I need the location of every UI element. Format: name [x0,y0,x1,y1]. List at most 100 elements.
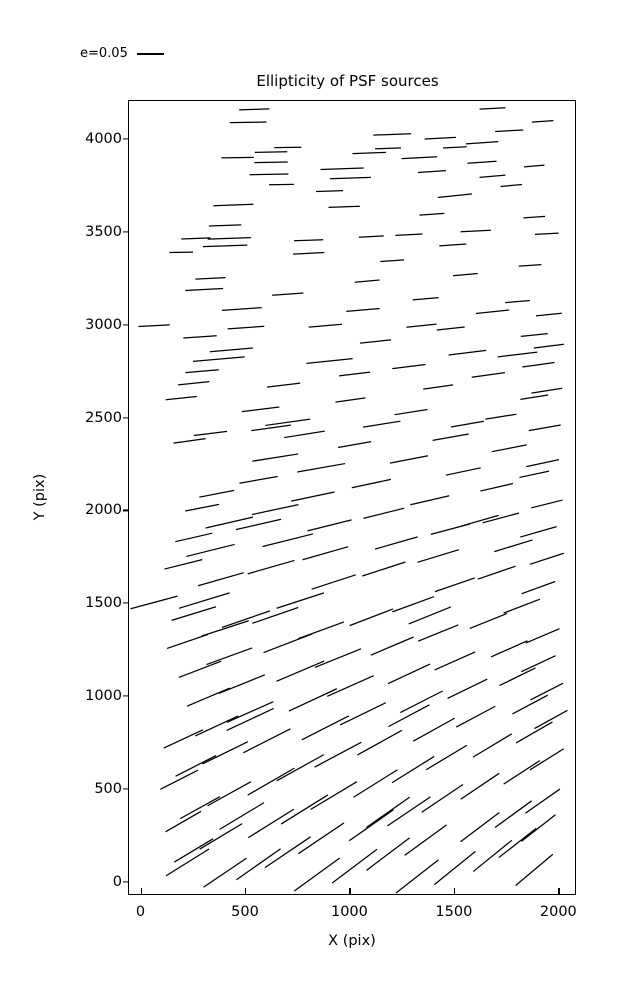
whisker-segment [366,837,410,871]
whisker-segment [206,647,253,666]
whisker-segment [530,499,563,509]
whisker-segment [461,514,499,527]
whisker-segment [380,259,405,263]
whisker-segment [515,853,554,886]
whisker-segment [475,309,510,315]
whisker-segment [359,339,392,344]
x-tick-label: 2000 [539,904,577,920]
whisker-segment [348,809,394,842]
whisker-segment [229,121,267,124]
whisker-segment [389,455,429,464]
whisker-segment [351,478,391,489]
whisker-segment [439,243,467,247]
whisker-segment [197,572,244,587]
whisker-segment [276,592,325,609]
whisker-segment [395,233,423,237]
whisker-segment [339,702,387,726]
whisker-segment [241,406,280,413]
x-tick-mark [558,888,560,894]
whisker-segment [227,325,265,330]
whisker-segment [520,332,548,338]
whisker-segment [469,612,508,630]
whisker-segment [314,741,362,768]
whisker-segment [447,678,488,700]
whisker-segment [194,715,239,737]
whisker-segment [199,823,243,850]
whisker-segment [465,141,499,145]
whisker-segment [471,371,505,378]
whisker-segment [294,239,324,242]
y-tick-label: 3500 [85,223,122,240]
y-tick-label: 1500 [85,595,122,612]
whisker-segment [392,363,426,370]
whisker-segment [239,108,270,111]
whisker-segment [186,543,235,558]
whisker-segment [417,624,459,642]
whisker-segment [520,394,549,401]
x-axis-ticks: 0 500 1000 1500 2000 [128,888,577,935]
whisker-segment [404,824,447,856]
whisker-segment [349,608,394,627]
whisker-segment [374,536,418,550]
whisker-segment [276,660,325,682]
whisker-segment [252,606,299,624]
whisker-segment [208,224,242,227]
whisker-segment [306,357,353,365]
whisker-segment [310,781,358,811]
whisker-segment [533,343,564,349]
whisker-segment [424,136,456,140]
whisker-segment [338,371,371,377]
whisker-segment [370,636,414,656]
y-tick-label: 3000 [85,316,122,333]
whisker-segment [219,802,265,830]
whisker-segment [173,437,206,444]
whisker-segment [528,424,561,432]
whisker-segment [171,606,217,621]
whisker-segment [280,794,329,825]
whisker-segment [185,287,224,292]
whisker-segment [203,857,247,888]
whisker-segment [467,160,497,164]
whisker-segment [450,420,485,428]
whisker-segment [195,276,226,280]
whisker-segment [460,229,491,233]
whisker-segment [265,418,311,427]
whisker-segment [531,120,554,123]
whisker-segment [387,796,431,827]
whisker-segment [455,705,496,728]
whisker-segment [266,382,301,388]
whisker-segment [362,561,406,577]
y-tick-mark [123,138,129,140]
whisker-segment [363,507,405,519]
y-tick-mark [123,602,129,604]
whisker-segment [497,351,538,358]
whisker-segment [477,565,516,580]
x-tick-mark [453,888,456,894]
whisker-segment [185,369,219,374]
whisker-segment [205,516,254,529]
whisker-segment [247,559,295,575]
whisker-segment [213,203,254,207]
whisker-segment [179,796,221,820]
whisker-segment [226,701,274,723]
whisker-segment [221,306,262,312]
whisker-segment [243,728,291,754]
whisker-segment [236,848,281,881]
y-tick-mark [123,695,129,697]
whisker-segment [276,754,325,782]
whisker-segment [251,424,291,432]
whisker-segment [199,489,235,498]
whisker-segment [394,408,428,416]
whisker-segment [525,628,560,644]
whisker-segment [192,356,245,363]
whisker-segment [239,475,278,484]
whisker-segment [160,769,199,790]
whisker-segment [320,167,364,171]
whisker-segment [353,769,398,798]
whisker-segment [442,146,467,149]
whisker-segment [490,640,528,658]
whisker-segment [499,667,536,687]
whisker-segment [521,814,556,842]
whisker-segment [181,237,211,240]
whisker-segment [297,462,346,473]
